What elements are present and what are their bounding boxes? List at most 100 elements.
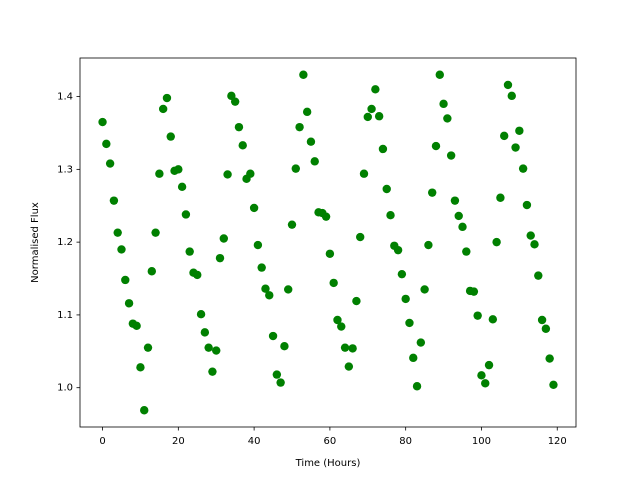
point [431,141,441,151]
point [511,143,520,152]
point [109,196,119,205]
point [219,234,228,243]
point [276,378,285,387]
point [215,253,225,263]
point [473,311,482,320]
x-tick-label: 100 [472,436,491,447]
point [492,237,501,247]
point [356,232,365,242]
point [541,324,551,333]
point [534,271,543,280]
point [496,193,505,202]
point [363,112,372,122]
point [371,85,380,94]
point [310,157,319,166]
x-tick-label: 120 [548,436,567,447]
point [246,169,255,178]
point [143,343,153,352]
point [151,228,160,237]
point [253,240,263,250]
point [488,315,498,324]
point [121,275,130,285]
point [185,247,194,256]
point [230,97,240,106]
point [124,299,134,308]
x-axis-label: Time (Hours) [295,458,361,469]
point [166,132,175,141]
point [113,228,122,237]
y-tick-label: 1.0 [57,383,73,394]
point [405,318,414,328]
point [291,164,300,173]
point [450,196,460,205]
point [515,126,524,135]
y-tick-label: 1.1 [57,310,73,321]
point [481,379,490,388]
point [462,247,471,256]
point [140,406,149,415]
point [545,354,554,363]
point [329,278,338,288]
point [204,343,213,352]
point [223,170,232,179]
point [397,269,407,279]
point [102,139,111,149]
point [340,343,350,352]
point [484,360,494,370]
point [507,91,516,101]
point [359,169,369,178]
point [238,141,247,150]
point [469,287,479,296]
point [337,322,346,331]
point [439,99,448,109]
point [409,353,418,363]
point [503,80,513,90]
point [333,315,342,325]
point [132,321,141,331]
point [98,117,107,127]
point [344,362,354,371]
point [401,294,410,304]
point [549,380,558,389]
point [280,342,289,351]
point [162,93,172,103]
point [257,263,266,272]
point [435,70,444,79]
point [193,270,202,280]
axes-frame [79,57,577,428]
point [530,240,539,249]
point [393,245,403,255]
point [249,203,259,213]
y-tick-label: 1.3 [57,164,73,175]
point [499,131,509,141]
point [458,222,467,232]
point [174,165,183,174]
point [147,267,157,276]
point [272,370,282,379]
point [196,309,206,319]
point [454,211,463,221]
point [200,328,210,337]
point [386,211,395,220]
point [117,245,126,254]
point [522,200,532,210]
point [537,315,547,325]
point [299,70,308,79]
point [428,188,437,197]
x-tick-label: 40 [248,436,261,447]
point [348,344,357,353]
point [378,144,388,154]
point [295,122,304,132]
point [416,338,426,347]
x-tick-label: 0 [99,436,105,447]
x-tick-label: 80 [399,436,412,447]
y-tick-label: 1.2 [57,237,73,248]
point [374,112,384,121]
point [208,367,217,376]
point [284,285,293,294]
point [424,240,433,250]
point [321,212,331,221]
y-tick-label: 1.4 [57,92,73,103]
point [155,169,164,178]
